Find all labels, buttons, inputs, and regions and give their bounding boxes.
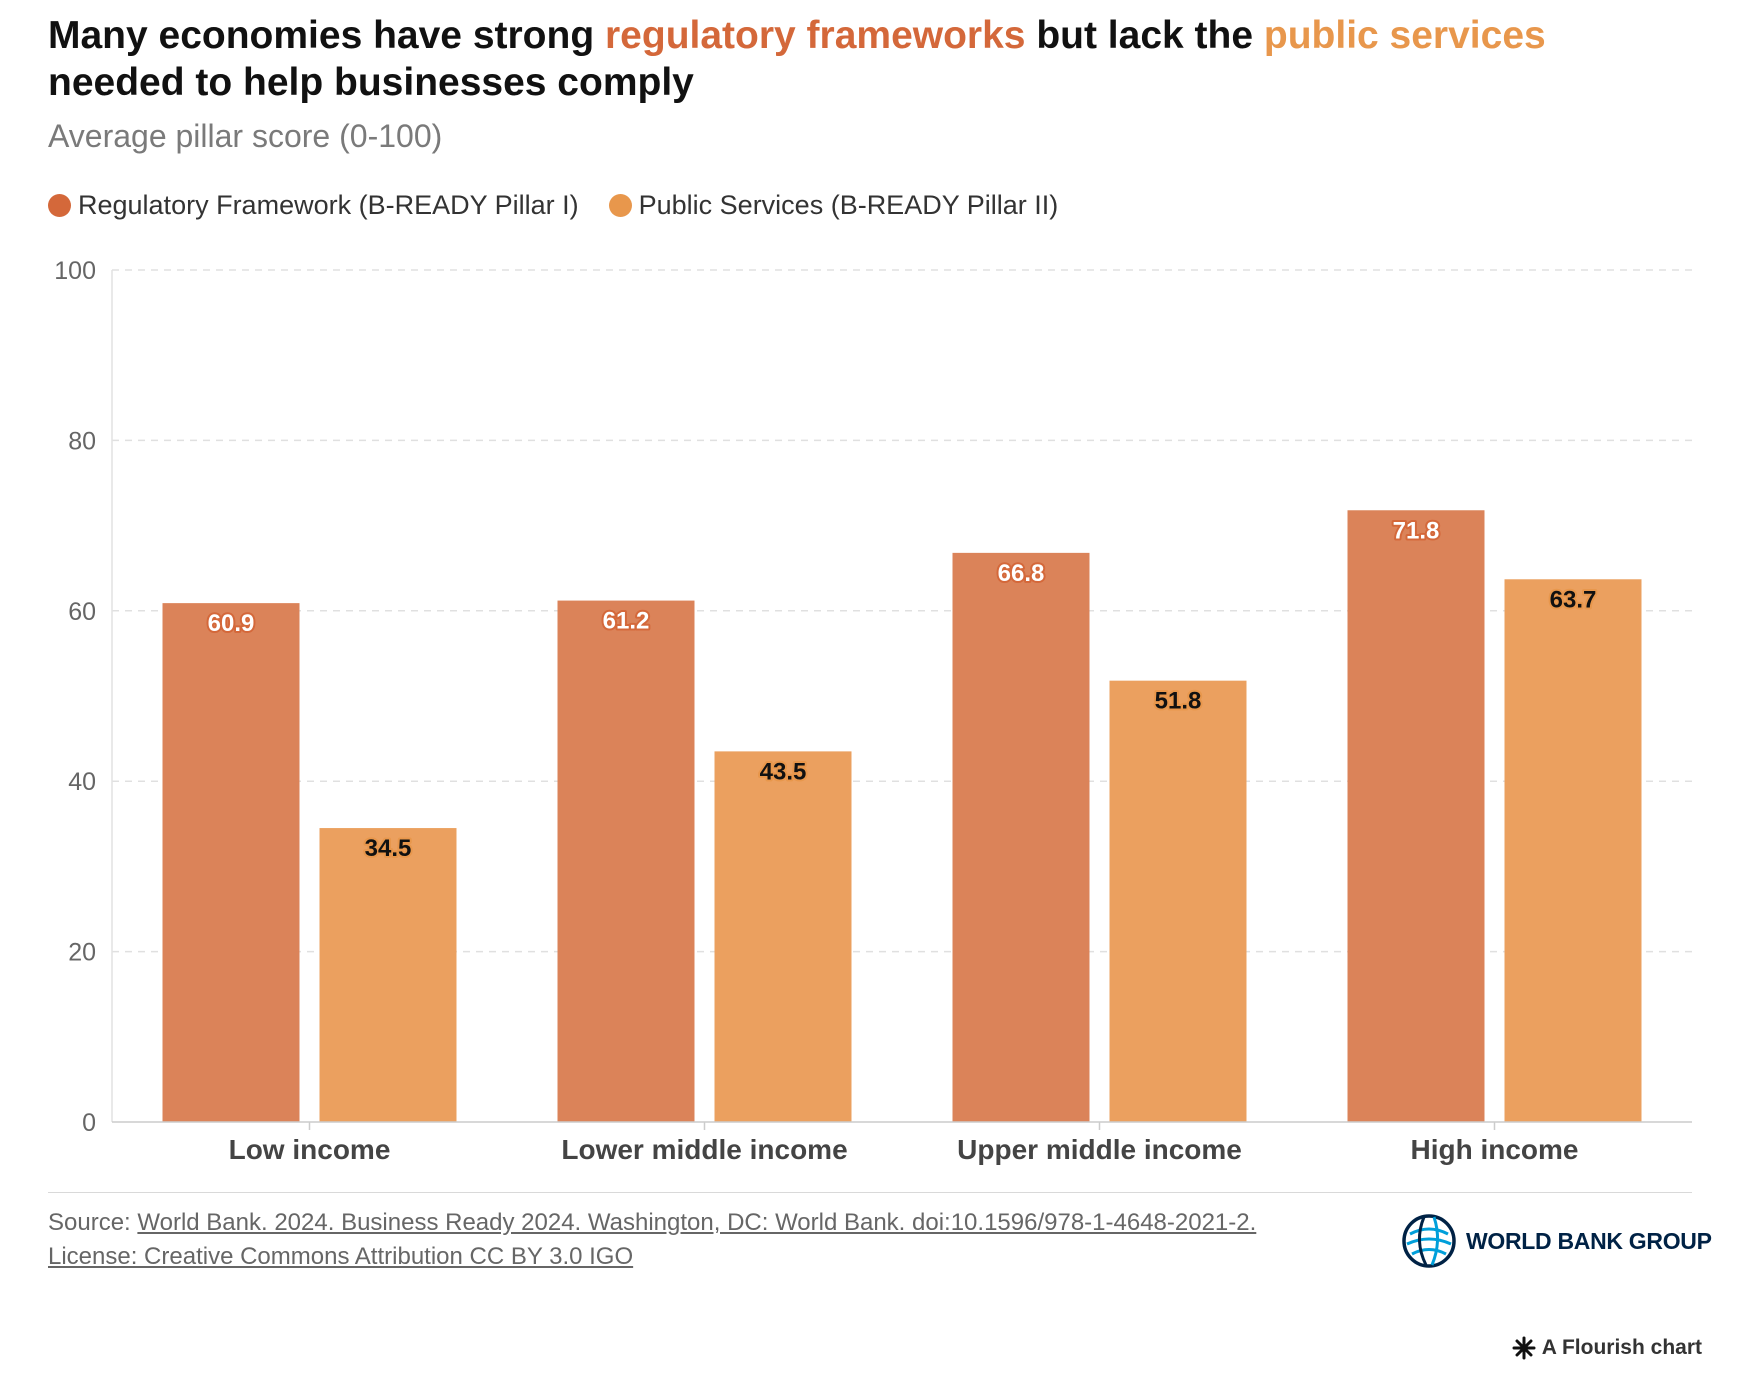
- source-note: Source: World Bank. 2024. Business Ready…: [48, 1206, 1388, 1274]
- bar-public-3: [1504, 579, 1642, 1122]
- title-part3: needed to help businesses comply: [48, 61, 694, 104]
- x-tick-label-1: Lower middle income: [561, 1134, 847, 1165]
- footer-divider: [48, 1192, 1692, 1193]
- legend-item-regulatory[interactable]: Regulatory Framework (B-READY Pillar I): [48, 190, 579, 221]
- license-link[interactable]: License: Creative Commons Attribution CC…: [48, 1243, 634, 1270]
- x-tick-label-0: Low income: [229, 1134, 391, 1165]
- title-part2: but lack the: [1025, 14, 1264, 57]
- data-label-public-1: 43.5: [760, 758, 807, 785]
- bars: 60.9 34.5 61.2 43.5 66.8 51.8 71.8 63.7: [162, 510, 1642, 1122]
- y-tick-label-20: 20: [68, 939, 96, 967]
- flourish-asterisk-icon: [1512, 1336, 1536, 1360]
- x-tick-label-2: Upper middle income: [957, 1134, 1242, 1165]
- y-tick-label-0: 0: [82, 1109, 96, 1137]
- chart-subtitle: Average pillar score (0-100): [48, 118, 443, 154]
- data-label-regulatory-3: 71.8: [1393, 517, 1440, 544]
- data-label-public-0: 34.5: [365, 835, 412, 862]
- bar-public-1: [714, 751, 852, 1122]
- data-label-regulatory-1: 61.2: [603, 608, 650, 635]
- y-tick-label-60: 60: [68, 598, 96, 626]
- y-tick-label-80: 80: [68, 427, 96, 455]
- data-label-regulatory-0: 60.9: [208, 610, 255, 637]
- legend-swatch-regulatory: [48, 194, 71, 217]
- source-label: Source:: [48, 1209, 138, 1236]
- bar-chart: 0 20 40 60 80 100 60.9 34.5 61.2 43.5 66.8 51.8 71.…: [54, 257, 1692, 1165]
- bar-regulatory-1: [557, 600, 695, 1122]
- title-highlight-regulatory: regulatory frameworks: [605, 14, 1026, 57]
- world-bank-logo: WORLD BANK GROUP: [1400, 1212, 1712, 1270]
- flourish-credit-text: A Flourish chart: [1541, 1336, 1702, 1359]
- title-highlight-public: public services: [1263, 14, 1546, 57]
- y-tick-label-40: 40: [68, 768, 96, 796]
- legend-item-public[interactable]: Public Services (B-READY Pillar II): [608, 190, 1059, 221]
- data-label-regulatory-2: 66.8: [998, 560, 1045, 587]
- bar-regulatory-0: [162, 603, 300, 1122]
- x-tick-label-3: High income: [1410, 1134, 1578, 1165]
- globe-icon: [1402, 1214, 1456, 1268]
- y-axis: 0 20 40 60 80 100: [54, 257, 113, 1137]
- bar-regulatory-2: [952, 552, 1090, 1122]
- flourish-credit[interactable]: A Flourish chart: [1512, 1336, 1702, 1360]
- data-label-public-2: 51.8: [1155, 688, 1202, 715]
- data-label-public-3: 63.7: [1550, 586, 1597, 613]
- bar-public-0: [319, 828, 457, 1122]
- y-tick-label-100: 100: [54, 257, 96, 285]
- chart-title: Many economies have strong regulatory fr…: [48, 12, 1688, 106]
- x-axis: Low income Lower middle income Upper middl…: [112, 1121, 1692, 1165]
- source-link[interactable]: World Bank. 2024. Business Ready 2024. W…: [137, 1209, 1257, 1236]
- world-bank-logo-text: WORLD BANK GROUP: [1466, 1227, 1712, 1254]
- bar-public-2: [1109, 680, 1247, 1122]
- legend-label-public: Public Services (B-READY Pillar II): [638, 190, 1059, 220]
- legend-swatch-public: [608, 194, 632, 217]
- bar-regulatory-3: [1347, 510, 1485, 1122]
- legend-label-regulatory: Regulatory Framework (B-READY Pillar I): [78, 190, 579, 220]
- title-part1: Many economies have strong: [48, 14, 605, 57]
- chart-legend: Regulatory Framework (B-READY Pillar I) …: [48, 190, 1088, 221]
